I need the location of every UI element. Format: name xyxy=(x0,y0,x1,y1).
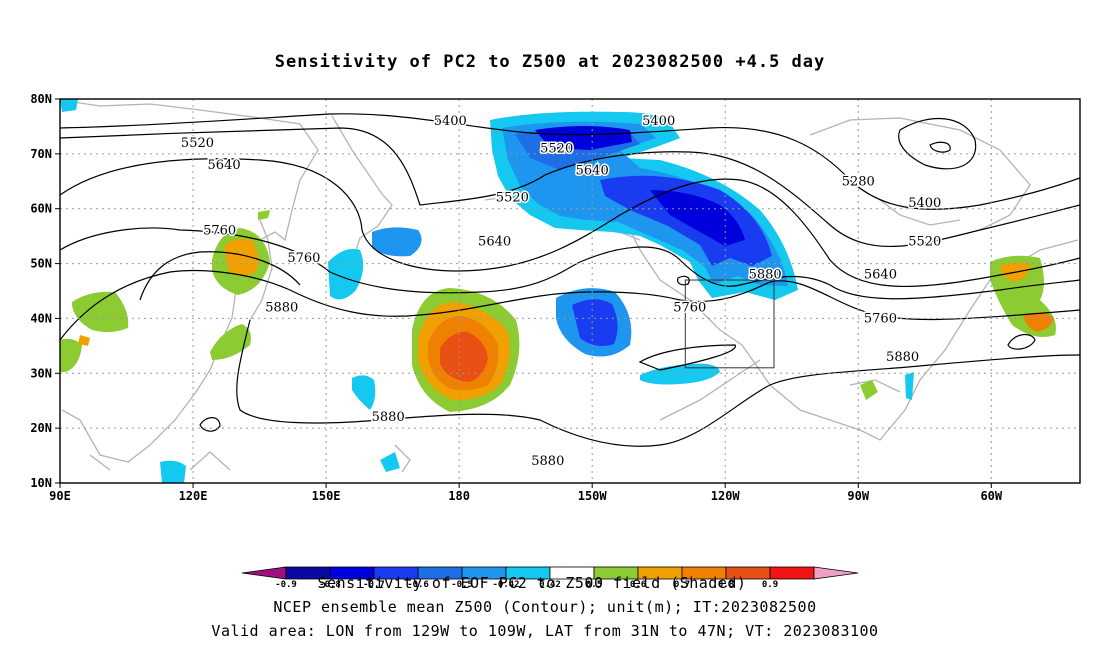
shade-warm-dateline xyxy=(412,288,520,412)
contour-island xyxy=(677,275,690,286)
y-tick-label: 60N xyxy=(30,202,52,216)
x-axis-ticks: 90E 120E 150E 180 150W 120W 90W 60W xyxy=(49,483,1003,503)
y-tick-label: 30N xyxy=(30,366,52,380)
y-tick-label: 10N xyxy=(30,476,52,490)
x-tick-label: 90W xyxy=(847,489,869,503)
contour-label: 5880 xyxy=(886,350,919,365)
contour-label: 5520 xyxy=(908,235,941,250)
footer-line-1: Sensitivity of EOF PC2 to Z500 field (Sh… xyxy=(318,574,747,592)
contour-low-inner xyxy=(929,141,951,153)
shade-warm-india xyxy=(60,291,129,372)
x-tick-label: 90E xyxy=(49,489,71,503)
gridlines xyxy=(60,99,1080,483)
z500-contours xyxy=(60,113,1080,447)
contour-label: 5640 xyxy=(864,268,897,283)
colorbar-label: 0.8 xyxy=(718,580,734,590)
colorbar-label: -0.42 xyxy=(492,580,519,590)
contour-label: 5760 xyxy=(864,311,897,326)
x-tick-label: 150E xyxy=(312,489,341,503)
contour-label: 5640 xyxy=(478,235,511,250)
shade-blue-north-pacific xyxy=(490,111,798,301)
contour-island-2 xyxy=(1007,334,1036,350)
contour-5880 xyxy=(60,269,1080,341)
contour-label: 5280 xyxy=(842,174,875,189)
contour-5520 xyxy=(60,127,1080,248)
colorbar-label: -0.5 xyxy=(451,580,473,590)
contour-5400 xyxy=(60,113,1080,210)
y-tick-label: 40N xyxy=(30,311,52,325)
y-tick-label: 80N xyxy=(30,92,52,106)
shade-blue-aleutian xyxy=(372,227,422,257)
sensitivity-shading xyxy=(60,99,1056,483)
colorbar-label: 0.9 xyxy=(762,580,778,590)
colorbar-cell xyxy=(241,566,287,580)
y-tick-label: 20N xyxy=(30,421,52,435)
contour-label: 5760 xyxy=(203,224,236,239)
footer-line-2: NCEP ensemble mean Z500 (Contour); unit(… xyxy=(273,598,816,616)
colorbar: -0.9 -0.8 -0.7 -0.6 -0.5 -0.42 0.42 0.5 0.6 0.7 0.… xyxy=(241,566,859,590)
valid-area-rectangle xyxy=(684,279,775,369)
contour-low-5280 xyxy=(898,117,977,170)
contour-island-3 xyxy=(199,417,221,432)
x-tick-label: 120E xyxy=(179,489,208,503)
footer-line-3: Valid area: LON from 129W to 109W, LAT f… xyxy=(211,622,878,640)
contour-label: 5640 xyxy=(208,158,241,173)
colorbar-label: 0.5 xyxy=(586,580,602,590)
contour-label: 5880 xyxy=(265,300,298,315)
contour-label: 5520 xyxy=(181,136,214,151)
contour-label: 5880 xyxy=(749,268,782,283)
y-tick-label: 50N xyxy=(30,257,52,271)
contour-label: 5760 xyxy=(287,251,320,266)
colorbar-label: -0.7 xyxy=(363,580,385,590)
colorbar-cell xyxy=(813,566,859,580)
y-tick-label: 70N xyxy=(30,147,52,161)
colorbar-cell xyxy=(769,566,815,580)
contour-label: 5400 xyxy=(908,196,941,211)
shade-cyan-spots xyxy=(60,99,914,483)
colorbar-label: 0.6 xyxy=(630,580,646,590)
contour-5880-south xyxy=(236,319,1080,447)
colorbar-label: -0.9 xyxy=(275,580,297,590)
x-tick-label: 180 xyxy=(448,489,470,503)
contour-5640 xyxy=(60,158,1080,288)
x-tick-label: 60W xyxy=(980,489,1002,503)
contour-label: 5640 xyxy=(576,163,609,178)
shade-blue-subtropical xyxy=(556,288,720,385)
y-axis-ticks: 10N 20N 30N 40N 50N 60N 70N 80N xyxy=(30,92,60,490)
valid-area-box xyxy=(684,279,775,369)
colorbar-label: -0.6 xyxy=(407,580,429,590)
x-tick-label: 150W xyxy=(578,489,608,503)
chart-title: Sensitivity of PC2 to Z500 at 2023082500… xyxy=(275,52,826,72)
contour-label: 5520 xyxy=(496,191,529,206)
shade-cyan-midpacific xyxy=(328,248,364,300)
shade-warm-east-asia xyxy=(210,210,270,360)
contour-label: 5760 xyxy=(673,300,706,315)
contour-label: 5400 xyxy=(642,114,675,129)
contour-label: 5880 xyxy=(531,454,564,469)
contour-label: 5520 xyxy=(540,141,573,156)
contour-5760 xyxy=(60,227,1080,300)
map-frame xyxy=(59,98,1081,484)
colorbar-label: 0.7 xyxy=(674,580,690,590)
x-tick-label: 120W xyxy=(711,489,741,503)
contour-label: 5400 xyxy=(434,114,467,129)
contour-label: 5880 xyxy=(372,410,405,425)
colorbar-label: -0.8 xyxy=(319,580,341,590)
colorbar-label: 0.42 xyxy=(539,580,561,590)
